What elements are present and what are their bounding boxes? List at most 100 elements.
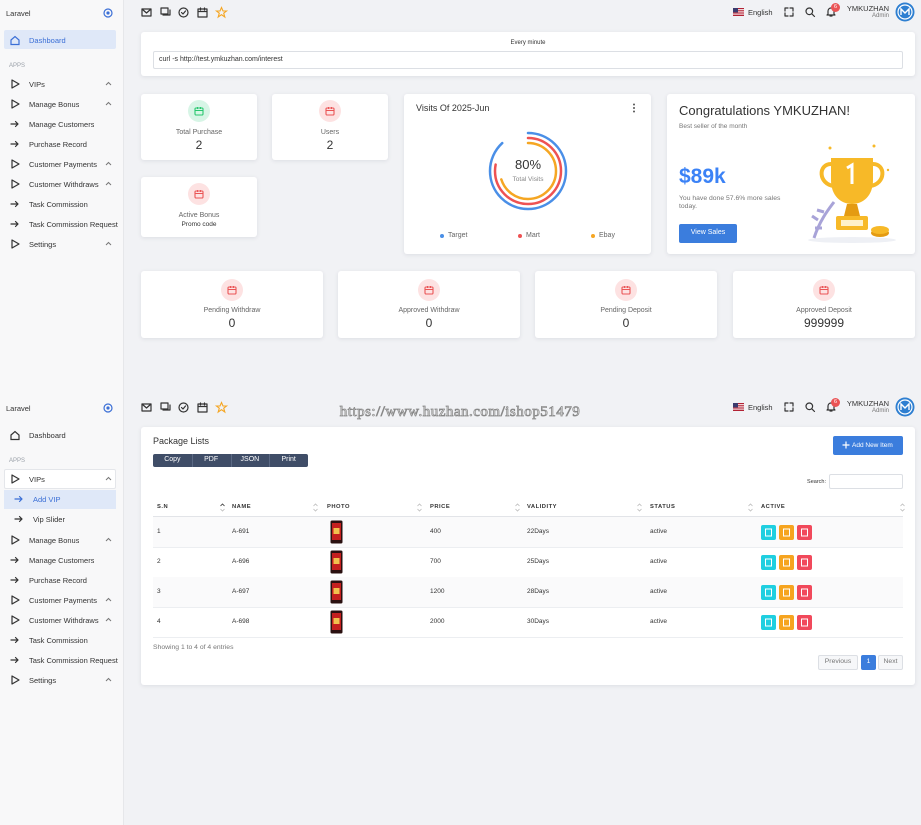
cell: 22Days (527, 528, 550, 536)
sub-link[interactable]: Vip Slider (33, 514, 65, 524)
legend-label: Ebay (599, 231, 615, 239)
button[interactable] (679, 224, 737, 243)
icon-rect (801, 558, 808, 567)
nav-link[interactable]: Purchase Record (29, 575, 87, 585)
nav-link[interactable]: Manage Bonus (29, 535, 80, 545)
nav-link[interactable]: Customer Withdraws (29, 615, 99, 625)
nav-link[interactable]: Customer Payments (29, 159, 97, 169)
nav-link[interactable]: Task Commission Request (29, 219, 118, 229)
action-button[interactable] (797, 555, 812, 570)
photo (330, 580, 343, 604)
nav-link[interactable]: Task Commission Request (29, 655, 118, 665)
icon-rect (333, 528, 340, 534)
icon-path (105, 81, 112, 86)
icon-rect (160, 7, 169, 15)
page-label[interactable]: Next (883, 658, 898, 666)
stat-label: Total Purchase (175, 128, 223, 136)
page-label[interactable]: Previous (824, 658, 852, 666)
icon-svg (11, 595, 20, 605)
icon-path (105, 476, 112, 481)
action-button[interactable] (779, 615, 794, 630)
nav-link[interactable]: Customer Withdraws (29, 179, 99, 189)
stat-label: Approved Withdraw (398, 306, 460, 314)
action-button[interactable] (761, 555, 776, 570)
icon-path (195, 190, 203, 195)
cell: active (650, 588, 667, 596)
stat-value: 2 (195, 137, 203, 152)
nav-link[interactable]: VIPs (29, 474, 45, 484)
icon-rect (819, 286, 829, 295)
page-button[interactable] (878, 655, 903, 670)
export-button[interactable]: JSON (240, 456, 260, 464)
nav-link[interactable]: Manage Bonus (29, 99, 80, 109)
button-label[interactable]: View Sales (690, 229, 726, 237)
action-button[interactable] (761, 615, 776, 630)
nav-link[interactable]: Customer Payments (29, 595, 97, 605)
sort-icon (417, 503, 422, 512)
search-input[interactable] (829, 474, 903, 489)
action-button[interactable] (779, 525, 794, 540)
page-button[interactable] (861, 655, 876, 670)
action-button[interactable] (779, 555, 794, 570)
icon-path (162, 9, 171, 16)
language[interactable]: English (748, 402, 773, 412)
nav-link[interactable]: Settings (29, 239, 57, 249)
group-icon (10, 595, 20, 605)
chevron (105, 476, 112, 481)
icon-rect (765, 618, 772, 627)
nav-link[interactable]: Task Commission (29, 199, 88, 209)
page-label[interactable]: 1 (866, 658, 871, 666)
link-icon (10, 635, 20, 645)
action-button[interactable] (797, 585, 812, 600)
icon-svg (10, 200, 19, 208)
row-bg (153, 517, 903, 547)
chevron (105, 677, 112, 682)
action-button[interactable] (761, 525, 776, 540)
nav-link[interactable]: Dashboard (29, 430, 66, 440)
sub-link[interactable]: Add VIP (33, 494, 61, 504)
icon-path (622, 286, 630, 291)
group-icon (10, 179, 20, 189)
action-button[interactable] (779, 585, 794, 600)
icon-circle (828, 146, 832, 150)
icon-rect (621, 286, 631, 295)
cell: A-698 (232, 618, 250, 626)
export-button[interactable]: Copy (164, 456, 181, 464)
action-button[interactable] (797, 525, 812, 540)
export-button[interactable]: PDF (204, 456, 219, 464)
action-button[interactable] (797, 615, 812, 630)
link-icon (10, 555, 20, 565)
nav-link[interactable]: Task Commission (29, 635, 88, 645)
icon-path (748, 508, 753, 512)
button[interactable] (833, 436, 903, 455)
group-icon (10, 474, 20, 484)
cell: 28Days (527, 588, 550, 596)
nav-link[interactable]: Manage Customers (29, 119, 95, 129)
icon-rect (733, 8, 738, 13)
icon-path (637, 508, 642, 512)
icon-svg (330, 550, 343, 574)
nav-link[interactable]: Manage Customers (29, 555, 95, 565)
brand: Laravel (6, 403, 31, 413)
icon-svg (14, 515, 23, 523)
icon-svg (801, 618, 808, 627)
action-button[interactable] (761, 585, 776, 600)
icon-ellipse (871, 226, 889, 234)
icon-path (11, 615, 20, 625)
export-button[interactable]: Print (281, 456, 296, 464)
plus-icon (842, 441, 850, 449)
nav-link[interactable]: Dashboard (29, 35, 66, 45)
icon-circle (103, 403, 113, 413)
icon-path (900, 402, 910, 410)
icon-svg (783, 558, 790, 567)
page-button[interactable] (818, 655, 858, 670)
button-label[interactable]: Add New Item (852, 442, 893, 450)
nav-link[interactable]: Purchase Record (29, 139, 87, 149)
icon-path (900, 503, 905, 507)
language[interactable]: English (748, 7, 773, 17)
brand: Laravel (6, 8, 31, 18)
nav-link[interactable]: VIPs (29, 79, 45, 89)
toolbar-icon (197, 7, 208, 18)
cell: 3 (157, 588, 161, 596)
nav-link[interactable]: Settings (29, 675, 57, 685)
